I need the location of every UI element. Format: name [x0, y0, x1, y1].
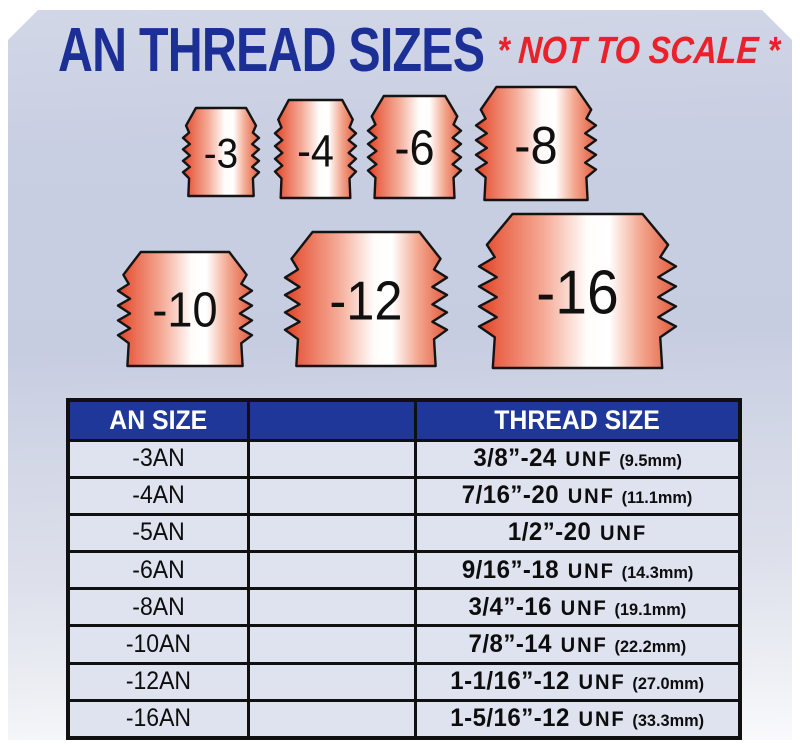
table-row-5an: -5AN 1/2”-20 UNF [66, 512, 742, 554]
fitting-8: -8 [476, 87, 596, 200]
thread-unit: UNF [565, 448, 613, 472]
table-row-4an: -4AN 7/16”-20 UNF (11.1mm) [66, 475, 742, 516]
fitting-3: -3 [183, 108, 259, 196]
not-to-scale-note: * NOT TO SCALE * [495, 30, 782, 72]
table-header: AN SIZE THREAD SIZE [66, 398, 742, 442]
empty-cell [246, 587, 417, 628]
table-row-16an: -16AN 1-5/16”-12 UNF (33.3mm) [66, 698, 742, 740]
thread-unit: UNF [578, 708, 626, 732]
an-size-cell: -10AN [66, 624, 250, 665]
thread-fraction: 1-1/16”-12 [450, 667, 570, 696]
fitting-label: -3 [203, 129, 239, 177]
fitting-label: -12 [329, 269, 403, 332]
thread-unit: UNF [560, 596, 608, 620]
table-body: -3AN 3/8”-24 UNF (9.5mm) -4AN 7/16”-20 UNF (11.… [66, 438, 742, 740]
fitting-shape [285, 232, 447, 366]
thread-fraction: 3/8”-24 [472, 444, 557, 473]
thread-size-cell: 3/4”-16 UNF (19.1mm) [413, 587, 742, 628]
empty-cell [246, 550, 417, 591]
fitting-6: -6 [368, 96, 461, 198]
thread-fraction: 3/4”-16 [468, 592, 552, 621]
an-size-cell: -12AN [66, 661, 250, 702]
page-title: AN THREAD SIZES [58, 16, 485, 85]
table-row-3an: -3AN 3/8”-24 UNF (9.5mm) [66, 438, 742, 479]
thread-mm: (22.2mm) [614, 636, 687, 656]
an-size-cell: -16AN [66, 698, 250, 740]
an-size-cell: -5AN [66, 512, 250, 554]
thread-size-cell: 1-5/16”-12 UNF (33.3mm) [413, 698, 742, 740]
fitting-label: -6 [394, 121, 435, 176]
an-size-cell: -6AN [66, 550, 250, 591]
thread-mm: (33.3mm) [632, 711, 705, 731]
empty-cell [246, 512, 417, 554]
empty-cell [246, 438, 417, 479]
thread-fraction: 1-5/16”-12 [450, 704, 570, 733]
fitting-label: -16 [536, 258, 619, 328]
thread-unit: UNF [599, 522, 647, 546]
thread-unit: UNF [560, 633, 608, 657]
thread-mm: (19.1mm) [614, 599, 687, 619]
thread-size-cell: 7/8”-14 UNF (22.2mm) [413, 624, 742, 665]
fitting-shape [476, 87, 596, 200]
fitting-label: -10 [152, 283, 218, 338]
an-size-cell: -3AN [66, 438, 250, 479]
thread-mm: (27.0mm) [632, 674, 705, 694]
column-header-an-size: AN SIZE [66, 398, 250, 442]
thread-size-cell: 9/16”-18 UNF (14.3mm) [413, 550, 742, 591]
fitting-shape [275, 100, 356, 198]
fitting-16: -16 [479, 214, 676, 368]
fitting-12: -12 [285, 232, 447, 366]
thread-fraction: 7/8”-14 [468, 629, 552, 658]
empty-cell [246, 698, 417, 740]
thread-unit: UNF [567, 559, 615, 583]
thread-fraction: 1/2”-20 [507, 518, 592, 547]
fitting-label: -8 [514, 116, 558, 176]
empty-cell [246, 624, 417, 665]
empty-cell [246, 661, 417, 702]
an-size-cell: -8AN [66, 587, 250, 628]
empty-cell [246, 475, 417, 516]
fitting-shape [118, 252, 252, 366]
fitting-4: -4 [275, 100, 356, 198]
thread-size-cell: 1/2”-20 UNF [413, 512, 742, 554]
fitting-10: -10 [118, 252, 252, 366]
thread-unit: UNF [578, 671, 626, 695]
table-row-6an: -6AN 9/16”-18 UNF (14.3mm) [66, 550, 742, 591]
thread-unit: UNF [567, 485, 616, 509]
fitting-shape [479, 214, 676, 368]
table-row-12an: -12AN 1-1/16”-12 UNF (27.0mm) [66, 661, 742, 702]
an-size-cell: -4AN [66, 475, 250, 516]
thread-size-table: AN SIZE THREAD SIZE -3AN 3/8”-24 UNF (9.5mm)… [66, 398, 742, 740]
fitting-shape [368, 96, 461, 198]
fitting-label: -4 [297, 125, 334, 177]
table-row-10an: -10AN 7/8”-14 UNF (22.2mm) [66, 624, 742, 665]
thread-mm: (14.3mm) [621, 562, 693, 582]
thread-size-cell: 7/16”-20 UNF (11.1mm) [413, 475, 742, 516]
fitting-shape [183, 108, 259, 196]
table-row-8an: -8AN 3/4”-16 UNF (19.1mm) [66, 587, 742, 628]
thread-mm: (11.1mm) [621, 488, 693, 508]
thread-size-cell: 1-1/16”-12 UNF (27.0mm) [413, 661, 742, 702]
thread-mm: (9.5mm) [618, 451, 682, 471]
column-header-thread-size: THREAD SIZE [413, 398, 742, 442]
table-header-row: AN SIZE THREAD SIZE [66, 398, 742, 442]
column-header-empty [246, 398, 417, 442]
thread-fraction: 9/16”-18 [461, 555, 559, 584]
thread-size-cell: 3/8”-24 UNF (9.5mm) [413, 438, 742, 479]
thread-fraction: 7/16”-20 [461, 481, 560, 510]
